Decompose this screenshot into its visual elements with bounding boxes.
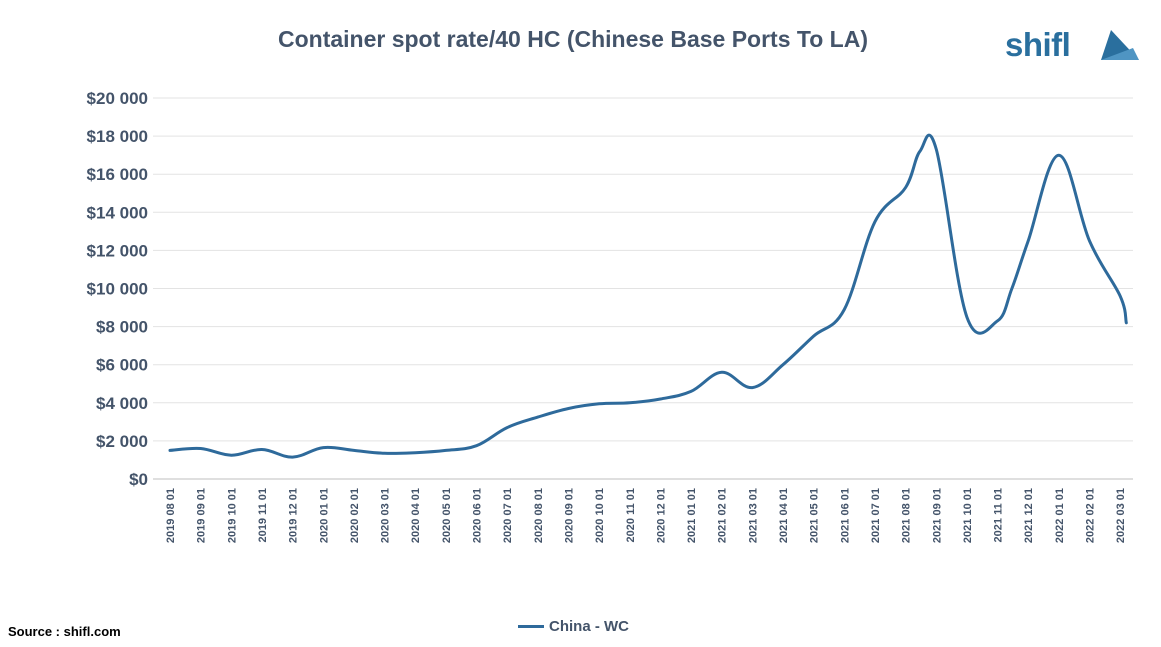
y-tick-label-20000: $20 000	[87, 89, 148, 108]
y-tick-label-18000: $18 000	[87, 127, 148, 146]
x-tick-label-2020-01-01: 2020 01 01	[318, 488, 330, 543]
y-tick-label-14000: $14 000	[87, 203, 148, 222]
x-tick-label-2021-03-01: 2021 03 01	[747, 488, 759, 543]
legend-label-china-wc: China - WC	[549, 618, 629, 635]
y-tick-label-8000: $8 000	[96, 318, 148, 337]
chart-legend: China - WC	[518, 618, 629, 635]
x-tick-label-2021-11-01: 2021 11 01	[993, 488, 1005, 542]
x-tick-label-2021-10-01: 2021 10 01	[962, 488, 974, 543]
x-tick-label-2020-10-01: 2020 10 01	[594, 488, 606, 543]
x-tick-label-2021-09-01: 2021 09 01	[931, 488, 943, 543]
x-tick-label-2019-11-01: 2019 11 01	[257, 488, 269, 542]
x-tick-label-2020-11-01: 2020 11 01	[625, 488, 637, 542]
x-tick-label-2021-06-01: 2021 06 01	[839, 488, 851, 543]
x-tick-label-2019-12-01: 2019 12 01	[288, 488, 300, 543]
shifl-logo: shifl	[1005, 26, 1145, 70]
logo-wordmark: shifl	[1005, 26, 1071, 63]
x-tick-label-2020-09-01: 2020 09 01	[563, 488, 575, 543]
y-tick-label-6000: $6 000	[96, 356, 148, 375]
x-tick-label-2020-02-01: 2020 02 01	[349, 488, 361, 543]
x-tick-label-2021-04-01: 2021 04 01	[778, 488, 790, 543]
x-tick-label-2022-01-01: 2022 01 01	[1054, 488, 1066, 543]
y-tick-label-4000: $4 000	[96, 394, 148, 413]
x-tick-label-2021-02-01: 2021 02 01	[717, 488, 729, 543]
x-tick-label-2019-09-01: 2019 09 01	[196, 488, 208, 543]
x-tick-label-2019-08-01: 2019 08 01	[165, 488, 177, 543]
y-tick-label-16000: $16 000	[87, 165, 148, 184]
x-tick-label-2020-08-01: 2020 08 01	[533, 488, 545, 543]
x-tick-label-2020-04-01: 2020 04 01	[410, 488, 422, 543]
x-tick-label-2022-02-01: 2022 02 01	[1085, 488, 1097, 543]
chart-title: Container spot rate/40 HC (Chinese Base …	[277, 26, 868, 52]
sail-icon	[1101, 30, 1139, 60]
x-tick-label-2021-01-01: 2021 01 01	[686, 488, 698, 543]
x-tick-label-2020-05-01: 2020 05 01	[441, 488, 453, 543]
x-tick-label-2021-07-01: 2021 07 01	[870, 488, 882, 543]
x-tick-label-2020-07-01: 2020 07 01	[502, 488, 514, 543]
y-tick-label-10000: $10 000	[87, 280, 148, 299]
series-line-china-wc	[168, 133, 1128, 459]
x-tick-label-2020-03-01: 2020 03 01	[380, 488, 392, 543]
x-tick-label-2021-12-01: 2021 12 01	[1023, 488, 1035, 543]
x-tick-label-2021-05-01: 2021 05 01	[809, 488, 821, 543]
x-tick-label-2020-12-01: 2020 12 01	[655, 488, 667, 543]
x-tick-label-2019-10-01: 2019 10 01	[226, 488, 238, 543]
source-note: Source : shifl.com	[8, 624, 121, 639]
legend-swatch	[518, 625, 544, 628]
y-tick-label-12000: $12 000	[87, 241, 148, 260]
x-tick-label-2022-03-01: 2022 03 01	[1115, 488, 1127, 543]
x-tick-label-2020-06-01: 2020 06 01	[472, 488, 484, 543]
y-tick-label-2000: $2 000	[96, 432, 148, 451]
x-tick-label-2021-08-01: 2021 08 01	[901, 488, 913, 543]
y-tick-label-0: $0	[129, 470, 148, 489]
